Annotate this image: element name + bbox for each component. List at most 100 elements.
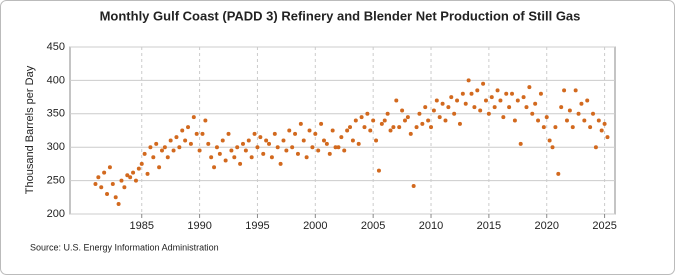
point bbox=[113, 195, 118, 200]
point bbox=[356, 141, 361, 146]
x-tick-label: 1995 bbox=[245, 220, 269, 232]
point bbox=[483, 98, 488, 103]
x-tick-label: 2015 bbox=[477, 220, 501, 232]
point bbox=[212, 165, 217, 170]
point bbox=[475, 88, 480, 93]
point bbox=[258, 135, 263, 140]
point bbox=[304, 155, 309, 160]
point bbox=[165, 155, 170, 160]
point bbox=[437, 115, 442, 120]
point bbox=[162, 145, 167, 150]
point bbox=[400, 108, 405, 113]
point bbox=[524, 105, 529, 110]
point bbox=[440, 101, 445, 106]
point bbox=[136, 166, 141, 171]
point bbox=[96, 175, 101, 180]
point bbox=[394, 98, 399, 103]
point bbox=[261, 151, 266, 156]
y-tick-label: 200 bbox=[47, 208, 65, 220]
point bbox=[287, 128, 292, 133]
point bbox=[339, 135, 344, 140]
y-tick-label: 400 bbox=[47, 74, 65, 86]
chart-title: Monthly Gulf Coast (PADD 3) Refinery and… bbox=[100, 8, 581, 23]
point bbox=[307, 128, 312, 133]
point bbox=[405, 115, 410, 120]
point bbox=[281, 138, 286, 143]
point bbox=[429, 125, 434, 130]
point bbox=[455, 98, 460, 103]
point bbox=[481, 81, 486, 86]
point bbox=[327, 151, 332, 156]
point bbox=[321, 138, 326, 143]
point bbox=[449, 95, 454, 100]
point bbox=[353, 118, 358, 123]
point bbox=[200, 131, 205, 136]
point bbox=[157, 165, 162, 170]
point bbox=[582, 118, 587, 123]
point bbox=[567, 108, 572, 113]
point bbox=[469, 91, 474, 96]
point bbox=[226, 131, 231, 136]
point bbox=[133, 178, 138, 183]
point bbox=[206, 141, 211, 146]
point bbox=[235, 145, 240, 150]
point bbox=[194, 131, 199, 136]
point bbox=[579, 101, 584, 106]
point bbox=[333, 145, 338, 150]
point bbox=[168, 138, 173, 143]
point bbox=[177, 145, 182, 150]
point bbox=[342, 148, 347, 153]
point bbox=[107, 165, 112, 170]
point bbox=[180, 128, 185, 133]
point bbox=[379, 121, 384, 126]
point bbox=[507, 105, 512, 110]
point bbox=[498, 98, 503, 103]
point bbox=[420, 121, 425, 126]
source: Source: U.S. Energy Information Administ… bbox=[30, 242, 219, 252]
point bbox=[220, 138, 225, 143]
y-tick-label: 250 bbox=[47, 175, 65, 187]
point bbox=[591, 111, 596, 116]
point bbox=[411, 183, 416, 188]
point bbox=[145, 171, 150, 176]
point bbox=[512, 118, 517, 123]
point bbox=[148, 145, 153, 150]
point bbox=[466, 78, 471, 83]
point bbox=[267, 141, 272, 146]
point bbox=[533, 101, 538, 106]
point bbox=[518, 141, 523, 146]
point bbox=[128, 175, 133, 180]
point bbox=[460, 91, 465, 96]
point bbox=[159, 148, 164, 153]
point bbox=[527, 85, 532, 90]
point bbox=[183, 138, 188, 143]
point bbox=[255, 145, 260, 150]
point bbox=[269, 155, 274, 160]
point bbox=[243, 148, 248, 153]
point bbox=[544, 115, 549, 120]
point bbox=[538, 91, 543, 96]
point bbox=[382, 118, 387, 123]
y-tick-label: 450 bbox=[47, 41, 65, 53]
point bbox=[330, 128, 335, 133]
point bbox=[368, 128, 373, 133]
point bbox=[154, 141, 159, 146]
point bbox=[593, 145, 598, 150]
point bbox=[599, 128, 604, 133]
point bbox=[186, 125, 191, 130]
x-tick-label: 2020 bbox=[534, 220, 558, 232]
point bbox=[345, 128, 350, 133]
point bbox=[197, 148, 202, 153]
point bbox=[93, 181, 98, 186]
x-tick-label: 2025 bbox=[592, 220, 616, 232]
point bbox=[119, 178, 124, 183]
point bbox=[203, 118, 208, 123]
y-axis-label: Thousand Barrels per Day bbox=[24, 65, 36, 194]
point bbox=[486, 111, 491, 116]
point bbox=[431, 108, 436, 113]
point bbox=[191, 115, 196, 120]
point bbox=[504, 91, 509, 96]
point bbox=[570, 125, 575, 130]
point bbox=[408, 131, 413, 136]
